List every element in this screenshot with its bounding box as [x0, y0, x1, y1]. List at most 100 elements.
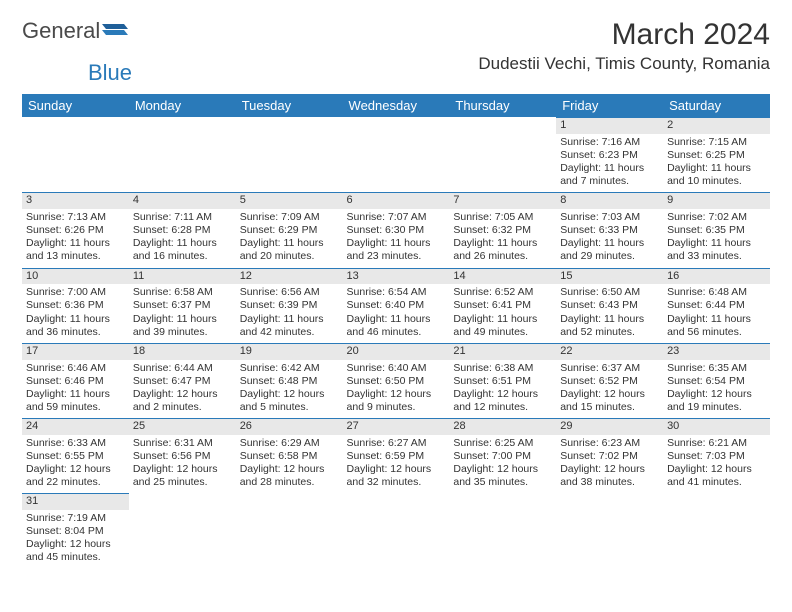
calendar-cell: 30Sunrise: 6:21 AMSunset: 7:03 PMDayligh… — [663, 418, 770, 493]
daylight-text: Daylight: 11 hours and 56 minutes. — [667, 313, 766, 339]
weekday-header: Sunday — [22, 94, 129, 117]
calendar-cell — [129, 117, 236, 192]
day-body: Sunrise: 7:02 AMSunset: 6:35 PMDaylight:… — [663, 209, 770, 268]
sunset-text: Sunset: 6:32 PM — [453, 224, 552, 237]
day-body: Sunrise: 6:37 AMSunset: 6:52 PMDaylight:… — [556, 360, 663, 419]
calendar-cell: 7Sunrise: 7:05 AMSunset: 6:32 PMDaylight… — [449, 192, 556, 267]
weekday-header: Thursday — [449, 94, 556, 117]
day-body — [556, 496, 663, 502]
sunrise-text: Sunrise: 6:50 AM — [560, 286, 659, 299]
sunrise-text: Sunrise: 7:05 AM — [453, 211, 552, 224]
day-number: 30 — [663, 418, 770, 435]
day-number: 16 — [663, 268, 770, 285]
day-number: 15 — [556, 268, 663, 285]
sunrise-text: Sunrise: 6:46 AM — [26, 362, 125, 375]
calendar-cell: 26Sunrise: 6:29 AMSunset: 6:58 PMDayligh… — [236, 418, 343, 493]
calendar-cell: 23Sunrise: 6:35 AMSunset: 6:54 PMDayligh… — [663, 343, 770, 418]
location: Dudestii Vechi, Timis County, Romania — [478, 54, 770, 74]
day-number: 2 — [663, 117, 770, 134]
day-number: 4 — [129, 192, 236, 209]
sunrise-text: Sunrise: 6:56 AM — [240, 286, 339, 299]
calendar-cell: 9Sunrise: 7:02 AMSunset: 6:35 PMDaylight… — [663, 192, 770, 267]
sunset-text: Sunset: 6:46 PM — [26, 375, 125, 388]
day-body — [236, 496, 343, 502]
daylight-text: Daylight: 11 hours and 52 minutes. — [560, 313, 659, 339]
sunrise-text: Sunrise: 7:09 AM — [240, 211, 339, 224]
sunrise-text: Sunrise: 7:16 AM — [560, 136, 659, 149]
calendar-cell: 10Sunrise: 7:00 AMSunset: 6:36 PMDayligh… — [22, 268, 129, 343]
day-body: Sunrise: 6:38 AMSunset: 6:51 PMDaylight:… — [449, 360, 556, 419]
calendar-cell: 6Sunrise: 7:07 AMSunset: 6:30 PMDaylight… — [343, 192, 450, 267]
logo: General — [22, 18, 130, 44]
day-number: 8 — [556, 192, 663, 209]
day-number: 20 — [343, 343, 450, 360]
daylight-text: Daylight: 12 hours and 2 minutes. — [133, 388, 232, 414]
day-number: 11 — [129, 268, 236, 285]
day-body: Sunrise: 7:07 AMSunset: 6:30 PMDaylight:… — [343, 209, 450, 268]
day-number: 10 — [22, 268, 129, 285]
sunset-text: Sunset: 6:39 PM — [240, 299, 339, 312]
daylight-text: Daylight: 11 hours and 26 minutes. — [453, 237, 552, 263]
calendar-cell: 21Sunrise: 6:38 AMSunset: 6:51 PMDayligh… — [449, 343, 556, 418]
day-number: 5 — [236, 192, 343, 209]
calendar-cell — [343, 117, 450, 192]
day-body: Sunrise: 7:03 AMSunset: 6:33 PMDaylight:… — [556, 209, 663, 268]
day-body: Sunrise: 6:35 AMSunset: 6:54 PMDaylight:… — [663, 360, 770, 419]
daylight-text: Daylight: 12 hours and 28 minutes. — [240, 463, 339, 489]
day-number: 26 — [236, 418, 343, 435]
weekday-header: Friday — [556, 94, 663, 117]
calendar-row: 1Sunrise: 7:16 AMSunset: 6:23 PMDaylight… — [22, 117, 770, 192]
day-body: Sunrise: 6:27 AMSunset: 6:59 PMDaylight:… — [343, 435, 450, 494]
calendar-cell: 3Sunrise: 7:13 AMSunset: 6:26 PMDaylight… — [22, 192, 129, 267]
day-body: Sunrise: 6:29 AMSunset: 6:58 PMDaylight:… — [236, 435, 343, 494]
calendar-cell — [236, 117, 343, 192]
day-number: 31 — [22, 493, 129, 510]
sunrise-text: Sunrise: 6:54 AM — [347, 286, 446, 299]
sunset-text: Sunset: 6:44 PM — [667, 299, 766, 312]
calendar-cell: 22Sunrise: 6:37 AMSunset: 6:52 PMDayligh… — [556, 343, 663, 418]
sunset-text: Sunset: 6:30 PM — [347, 224, 446, 237]
day-body: Sunrise: 6:58 AMSunset: 6:37 PMDaylight:… — [129, 284, 236, 343]
day-body — [663, 496, 770, 502]
calendar-cell: 2Sunrise: 7:15 AMSunset: 6:25 PMDaylight… — [663, 117, 770, 192]
calendar-cell: 29Sunrise: 6:23 AMSunset: 7:02 PMDayligh… — [556, 418, 663, 493]
sunset-text: Sunset: 6:36 PM — [26, 299, 125, 312]
day-number: 22 — [556, 343, 663, 360]
sunrise-text: Sunrise: 6:27 AM — [347, 437, 446, 450]
daylight-text: Daylight: 11 hours and 16 minutes. — [133, 237, 232, 263]
logo-text-blue: Blue — [88, 60, 132, 85]
day-body: Sunrise: 6:42 AMSunset: 6:48 PMDaylight:… — [236, 360, 343, 419]
sunset-text: Sunset: 6:47 PM — [133, 375, 232, 388]
calendar-cell — [556, 493, 663, 568]
calendar-cell: 24Sunrise: 6:33 AMSunset: 6:55 PMDayligh… — [22, 418, 129, 493]
daylight-text: Daylight: 11 hours and 36 minutes. — [26, 313, 125, 339]
day-number: 14 — [449, 268, 556, 285]
daylight-text: Daylight: 11 hours and 29 minutes. — [560, 237, 659, 263]
calendar-cell: 25Sunrise: 6:31 AMSunset: 6:56 PMDayligh… — [129, 418, 236, 493]
sunset-text: Sunset: 6:40 PM — [347, 299, 446, 312]
calendar-row: 31Sunrise: 7:19 AMSunset: 8:04 PMDayligh… — [22, 493, 770, 568]
day-body — [236, 120, 343, 126]
sunrise-text: Sunrise: 6:31 AM — [133, 437, 232, 450]
daylight-text: Daylight: 11 hours and 39 minutes. — [133, 313, 232, 339]
sunrise-text: Sunrise: 6:23 AM — [560, 437, 659, 450]
weekday-header: Wednesday — [343, 94, 450, 117]
month-title: March 2024 — [478, 18, 770, 52]
daylight-text: Daylight: 12 hours and 9 minutes. — [347, 388, 446, 414]
daylight-text: Daylight: 11 hours and 23 minutes. — [347, 237, 446, 263]
day-number: 1 — [556, 117, 663, 134]
sunset-text: Sunset: 6:55 PM — [26, 450, 125, 463]
title-block: March 2024 Dudestii Vechi, Timis County,… — [478, 18, 770, 74]
daylight-text: Daylight: 12 hours and 41 minutes. — [667, 463, 766, 489]
sunrise-text: Sunrise: 6:35 AM — [667, 362, 766, 375]
sunset-text: Sunset: 6:56 PM — [133, 450, 232, 463]
sunset-text: Sunset: 6:26 PM — [26, 224, 125, 237]
daylight-text: Daylight: 12 hours and 12 minutes. — [453, 388, 552, 414]
calendar-cell — [343, 493, 450, 568]
day-body: Sunrise: 6:23 AMSunset: 7:02 PMDaylight:… — [556, 435, 663, 494]
day-body: Sunrise: 7:16 AMSunset: 6:23 PMDaylight:… — [556, 134, 663, 193]
calendar-cell: 18Sunrise: 6:44 AMSunset: 6:47 PMDayligh… — [129, 343, 236, 418]
weekday-header: Saturday — [663, 94, 770, 117]
day-number: 24 — [22, 418, 129, 435]
daylight-text: Daylight: 12 hours and 19 minutes. — [667, 388, 766, 414]
